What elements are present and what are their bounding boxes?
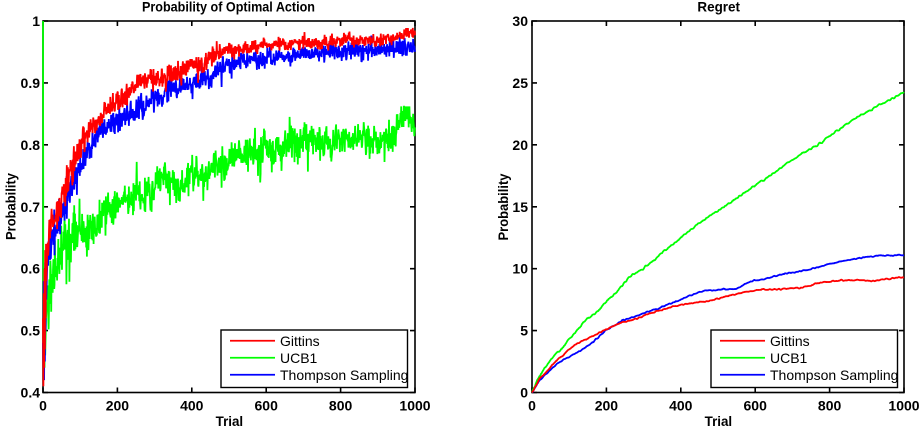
svg-text:Gittins: Gittins bbox=[770, 333, 810, 349]
svg-text:800: 800 bbox=[818, 398, 842, 414]
svg-text:Trial: Trial bbox=[705, 413, 733, 427]
svg-text:Regret: Regret bbox=[697, 0, 740, 15]
svg-text:0.8: 0.8 bbox=[21, 137, 41, 153]
svg-text:600: 600 bbox=[744, 398, 768, 414]
svg-text:1000: 1000 bbox=[399, 398, 430, 414]
svg-text:0: 0 bbox=[39, 398, 47, 414]
svg-text:400: 400 bbox=[180, 398, 204, 414]
svg-text:25: 25 bbox=[512, 75, 528, 91]
svg-text:15: 15 bbox=[512, 199, 528, 215]
svg-text:UCB1: UCB1 bbox=[280, 350, 318, 366]
svg-text:0: 0 bbox=[528, 398, 536, 414]
svg-text:1: 1 bbox=[32, 13, 40, 29]
svg-text:Probability: Probability bbox=[495, 173, 511, 240]
svg-text:Trial: Trial bbox=[216, 413, 244, 427]
svg-text:0.5: 0.5 bbox=[21, 323, 41, 339]
svg-text:200: 200 bbox=[595, 398, 619, 414]
svg-text:200: 200 bbox=[106, 398, 130, 414]
svg-text:0.4: 0.4 bbox=[21, 385, 41, 401]
svg-text:0.6: 0.6 bbox=[21, 261, 41, 277]
svg-text:10: 10 bbox=[512, 261, 528, 277]
svg-text:30: 30 bbox=[512, 13, 528, 29]
svg-text:Gittins: Gittins bbox=[280, 333, 320, 349]
svg-text:Probability: Probability bbox=[3, 173, 19, 240]
svg-text:600: 600 bbox=[255, 398, 279, 414]
svg-text:Probability of Optimal Action: Probability of Optimal Action bbox=[142, 0, 315, 15]
svg-text:0.7: 0.7 bbox=[21, 199, 41, 215]
svg-text:UCB1: UCB1 bbox=[770, 350, 808, 366]
svg-text:0.9: 0.9 bbox=[21, 75, 41, 91]
svg-text:Thompson Sampling: Thompson Sampling bbox=[770, 367, 898, 383]
svg-text:400: 400 bbox=[669, 398, 693, 414]
svg-text:1000: 1000 bbox=[888, 398, 919, 414]
svg-text:0: 0 bbox=[520, 385, 528, 401]
svg-text:5: 5 bbox=[520, 323, 528, 339]
svg-text:800: 800 bbox=[329, 398, 353, 414]
svg-text:20: 20 bbox=[512, 137, 528, 153]
svg-text:Thompson Sampling: Thompson Sampling bbox=[280, 367, 408, 383]
